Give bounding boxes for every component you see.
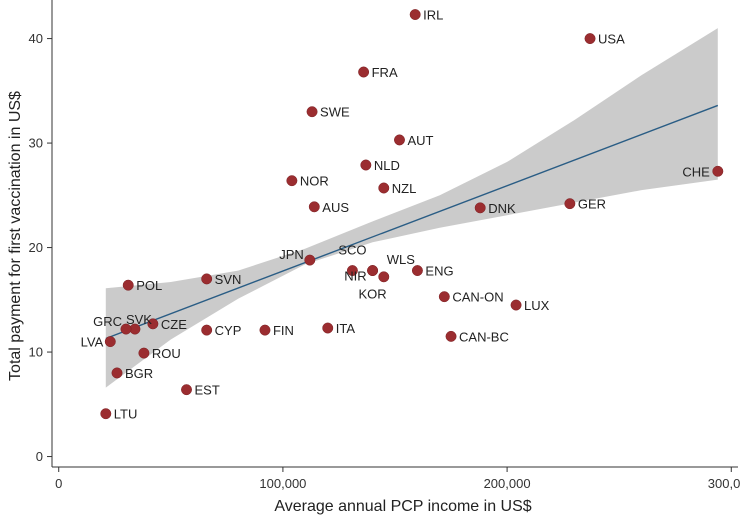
point-label-nzl: NZL xyxy=(392,181,417,196)
tick-labels: 0 10 20 30 40 0 100,000 200,000 300,000 xyxy=(29,31,740,491)
point-pol xyxy=(122,279,134,291)
point-label-jpn: JPN xyxy=(279,247,304,262)
fit-line-layer xyxy=(105,104,719,340)
point-label-can-on: CAN-ON xyxy=(452,290,503,305)
point-fra xyxy=(358,66,370,78)
x-tick-label: 100,000 xyxy=(259,476,306,491)
point-cyp xyxy=(201,324,213,336)
x-tick-label: 300,000 xyxy=(708,476,740,491)
y-tick-label: 10 xyxy=(29,345,43,360)
x-tick-label: 0 xyxy=(55,476,62,491)
fit-line xyxy=(105,104,719,340)
point-label-rou: ROU xyxy=(152,346,181,361)
point-label-aut: AUT xyxy=(407,133,433,148)
point-lux xyxy=(510,299,522,311)
point-fin xyxy=(259,324,271,336)
point-svn xyxy=(201,273,213,285)
point-label-nor: NOR xyxy=(300,174,329,189)
point-label-cze: CZE xyxy=(161,317,187,332)
y-tick-label: 0 xyxy=(36,449,43,464)
point-che xyxy=(712,165,724,177)
point-nzl xyxy=(378,182,390,194)
point-label-svn: SVN xyxy=(215,272,242,287)
point-label-bgr: BGR xyxy=(125,366,153,381)
point-label-svk: SVK xyxy=(126,312,152,327)
y-tick-label: 20 xyxy=(29,240,43,255)
point-grc xyxy=(120,323,132,335)
x-axis-title: Average annual PCP income in US$ xyxy=(274,498,531,515)
point-label-grc: GRC xyxy=(93,314,122,329)
y-tick-label: 30 xyxy=(29,136,43,151)
point-can-on xyxy=(438,291,450,303)
point-labels: IRL USA FRA SWE AUT NLD CHE NOR NZL GER AUS DNK JPN S… xyxy=(81,8,711,422)
point-label-nld: NLD xyxy=(374,158,400,173)
point-label-dnk: DNK xyxy=(488,201,516,216)
point-aus xyxy=(308,201,320,213)
point-label-pol: POL xyxy=(136,278,162,293)
point-label-irl: IRL xyxy=(423,8,443,23)
point-label-aus: AUS xyxy=(322,200,349,215)
point-can-bc xyxy=(445,330,457,342)
point-irl xyxy=(409,9,421,20)
point-usa xyxy=(584,33,596,45)
point-nld xyxy=(360,159,372,171)
axes xyxy=(47,0,738,472)
point-bgr xyxy=(111,367,123,379)
x-tick-label: 200,000 xyxy=(484,476,531,491)
point-label-lva: LVA xyxy=(81,335,104,350)
point-aut xyxy=(394,134,405,146)
point-label-lux: LUX xyxy=(524,298,550,313)
point-label-ltu: LTU xyxy=(114,407,138,422)
point-ltu xyxy=(100,408,112,420)
point-wls xyxy=(378,271,390,283)
point-ita xyxy=(322,322,334,334)
point-eng xyxy=(411,265,423,277)
point-est xyxy=(181,384,192,396)
point-lva xyxy=(104,336,116,348)
data-points xyxy=(100,9,724,420)
point-nor xyxy=(286,175,298,187)
point-jpn xyxy=(304,254,316,266)
point-label-ita: ITA xyxy=(336,321,356,336)
point-label-fra: FRA xyxy=(372,65,398,80)
point-kor xyxy=(367,265,379,277)
point-label-nir: NIR xyxy=(344,269,366,284)
point-label-cyp: CYP xyxy=(215,323,242,338)
point-sco xyxy=(346,265,358,277)
point-label-usa: USA xyxy=(598,32,625,47)
point-swe xyxy=(306,106,318,118)
point-label-kor: KOR xyxy=(358,287,386,302)
confidence-band xyxy=(105,28,718,388)
y-axis-title: Total payment for first vaccination in U… xyxy=(7,91,24,381)
point-ger xyxy=(564,198,576,210)
point-label-est: EST xyxy=(195,383,220,398)
point-label-sco: SCO xyxy=(338,243,366,258)
point-label-eng: ENG xyxy=(425,264,453,279)
point-label-can-bc: CAN-BC xyxy=(459,329,509,344)
point-cze xyxy=(147,318,159,330)
y-tick-label: 40 xyxy=(29,31,43,46)
point-label-fin: FIN xyxy=(273,323,294,338)
confidence-band-layer xyxy=(105,28,718,388)
point-label-wls: WLS xyxy=(387,252,416,267)
point-rou xyxy=(138,347,150,359)
point-dnk xyxy=(474,202,486,214)
point-label-che: CHE xyxy=(682,164,710,179)
point-label-swe: SWE xyxy=(320,105,350,120)
point-label-ger: GER xyxy=(578,197,606,212)
